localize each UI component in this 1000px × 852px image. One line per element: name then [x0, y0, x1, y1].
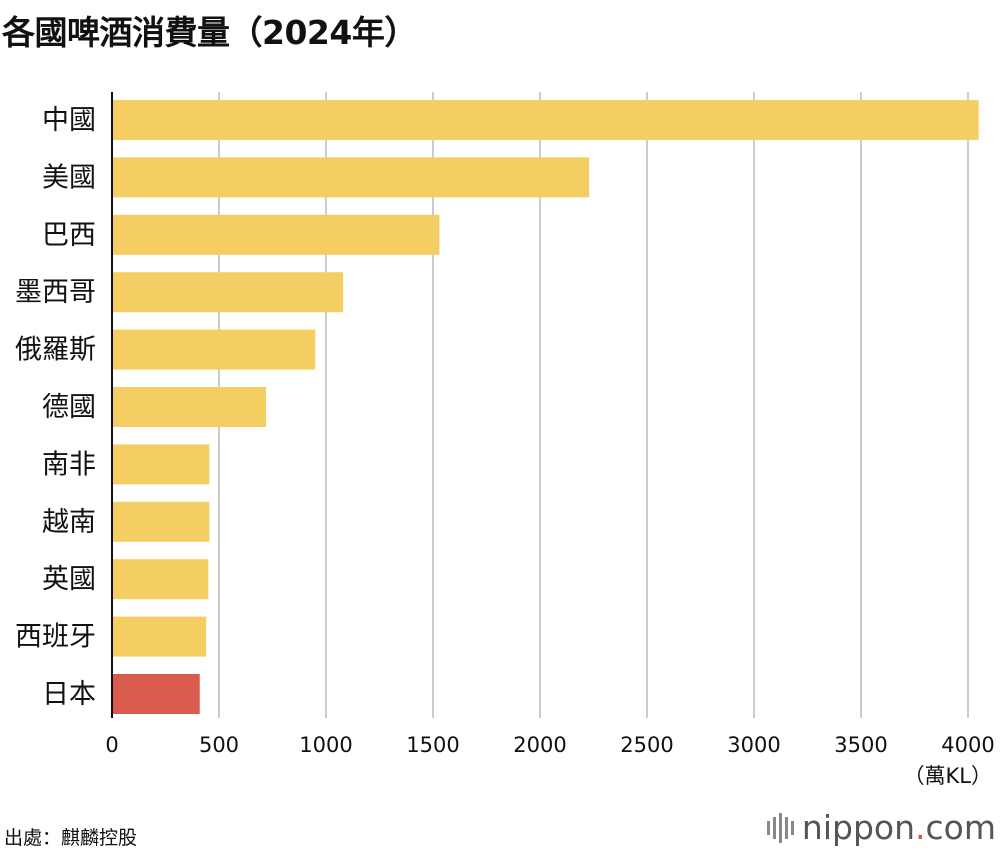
x-tick-label: 3000 [727, 733, 780, 757]
category-label: 中國 [42, 105, 96, 136]
x-tick-label: 500 [199, 733, 239, 757]
category-label: 英國 [42, 564, 96, 595]
bar [112, 214, 440, 255]
x-tick-labels: 0 500 1000 1500 2000 2500 3000 3500 4000 [105, 733, 994, 757]
bar [112, 501, 210, 542]
x-tick-label: 1000 [299, 733, 352, 757]
category-label: 巴西 [42, 220, 96, 251]
category-label: 南非 [42, 449, 96, 480]
source-note: 出處：麒麟控股 [4, 827, 138, 849]
x-tick-label: 0 [105, 733, 118, 757]
bar [112, 329, 316, 370]
bar [112, 559, 209, 600]
x-tick-label: 1500 [406, 733, 459, 757]
bar [112, 674, 200, 714]
x-tick-label: 4000 [941, 733, 994, 757]
nippon-logo: nippon. com [766, 808, 996, 847]
bar [112, 157, 590, 198]
category-label: 德國 [42, 392, 96, 423]
x-axis-unit: （萬KL） [904, 764, 992, 788]
category-label: 墨西哥 [15, 277, 96, 308]
category-label: 西班牙 [15, 622, 96, 653]
logo-name: nippon [801, 808, 916, 847]
bar [112, 387, 267, 427]
category-label: 日本 [42, 679, 96, 710]
logo-tld: com [925, 808, 996, 847]
category-label: 俄羅斯 [15, 335, 96, 366]
logo-dot: . [915, 808, 926, 847]
x-tick-label: 3500 [834, 733, 887, 757]
x-tick-label: 2000 [513, 733, 566, 757]
logo-mark-icon [766, 812, 794, 843]
bars [112, 100, 979, 714]
chart-title: 各國啤酒消費量（2024年） [2, 13, 417, 52]
category-label: 越南 [42, 507, 96, 538]
bar [112, 100, 979, 140]
bar [112, 272, 344, 313]
bar [112, 444, 210, 485]
bar [112, 616, 207, 657]
category-label: 美國 [42, 162, 96, 193]
x-tick-label: 2500 [620, 733, 673, 757]
